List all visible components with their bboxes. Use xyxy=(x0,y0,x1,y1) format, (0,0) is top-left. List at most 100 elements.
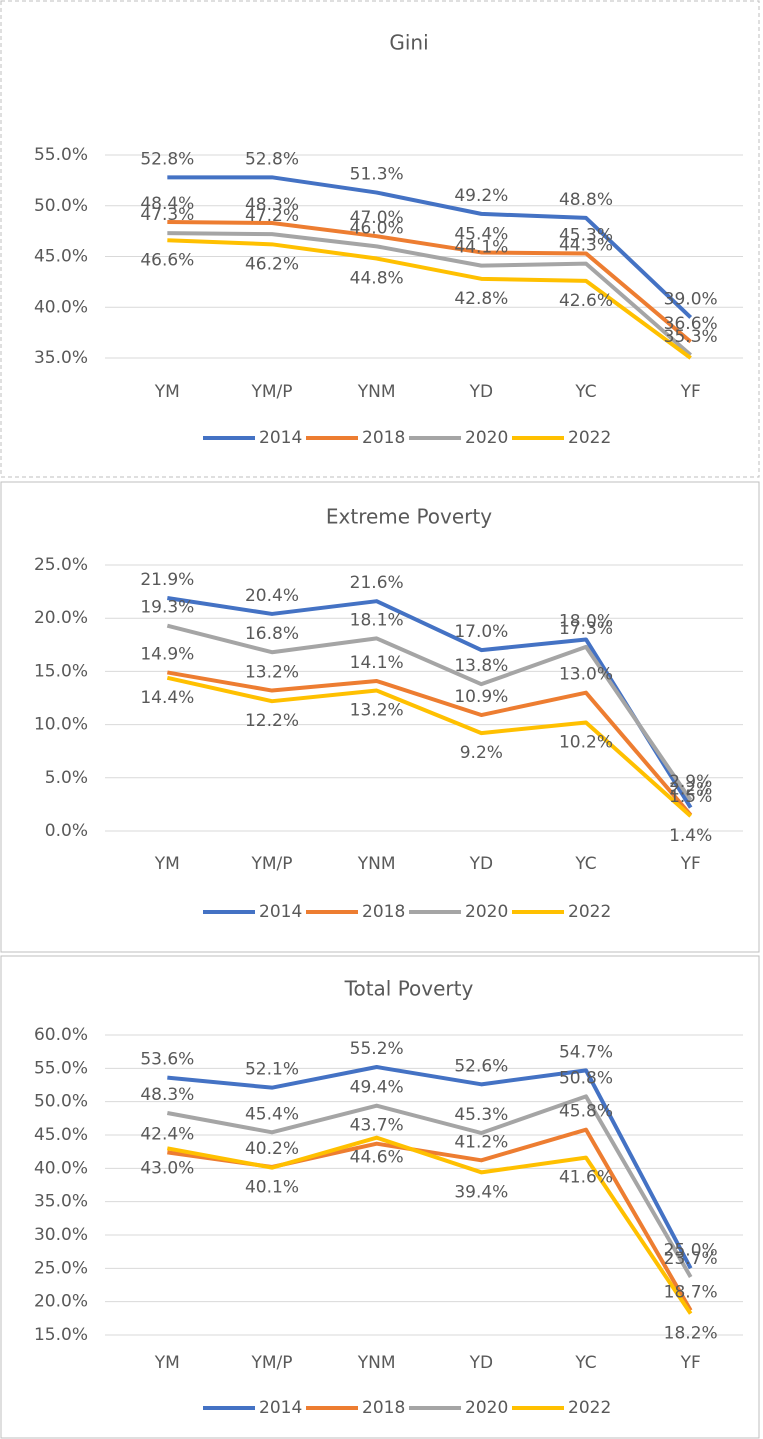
x-tick-label: YM xyxy=(154,382,180,402)
y-tick-label: 50.0% xyxy=(34,1092,88,1112)
data-label: 47.3% xyxy=(140,205,194,225)
series-line xyxy=(167,231,692,357)
panel-border xyxy=(0,481,760,953)
legend-label: 2014 xyxy=(259,902,302,922)
data-label: 12.2% xyxy=(245,711,299,731)
data-label: 13.2% xyxy=(245,663,299,683)
data-label: 13.0% xyxy=(559,665,613,685)
data-label: 45.3% xyxy=(559,225,613,245)
data-label: 25.0% xyxy=(664,1240,718,1260)
data-label: 9.2% xyxy=(460,743,503,763)
series-line xyxy=(166,1135,693,1315)
data-label: 39.4% xyxy=(454,1182,508,1202)
y-tick-label: 55.0% xyxy=(34,145,88,165)
data-label: 43.7% xyxy=(350,1116,404,1136)
legend-label: 2022 xyxy=(568,902,611,922)
data-label: 18.7% xyxy=(664,1282,718,1302)
y-tick-label: 15.0% xyxy=(34,661,88,681)
data-label: 48.8% xyxy=(559,190,613,210)
data-label: 41.2% xyxy=(454,1132,508,1152)
data-label: 16.8% xyxy=(245,624,299,644)
data-label: 40.1% xyxy=(245,1178,299,1198)
data-label: 17.3% xyxy=(559,619,613,639)
y-tick-label: 35.0% xyxy=(34,1192,88,1212)
y-tick-label: 5.0% xyxy=(45,768,88,788)
legend-label: 2018 xyxy=(362,428,405,448)
data-label: 10.9% xyxy=(454,687,508,707)
y-tick-label: 0.0% xyxy=(45,821,88,841)
series-line xyxy=(166,623,693,802)
x-tick-label: YNM xyxy=(357,1353,396,1373)
legend-label: 2022 xyxy=(568,428,611,448)
chart-title: Total Poverty xyxy=(344,977,474,1001)
data-label: 35.3% xyxy=(664,327,718,347)
data-label: 2.2% xyxy=(669,780,712,800)
data-label: 51.3% xyxy=(350,165,404,185)
x-tick-label: YD xyxy=(469,1353,493,1373)
data-label: 47.0% xyxy=(350,208,404,228)
x-tick-label: YM/P xyxy=(250,854,292,874)
data-label: 55.2% xyxy=(350,1039,404,1059)
data-label: 42.8% xyxy=(454,289,508,309)
legend-label: 2022 xyxy=(568,1398,611,1418)
data-label: 48.3% xyxy=(140,1085,194,1105)
data-label: 10.2% xyxy=(559,732,613,752)
data-label: 44.8% xyxy=(350,269,404,289)
series-line xyxy=(166,675,693,818)
data-label: 39.0% xyxy=(664,289,718,309)
y-tick-label: 60.0% xyxy=(34,1025,88,1045)
data-label: 17.0% xyxy=(454,622,508,642)
data-label: 2.9% xyxy=(669,772,712,792)
series-line xyxy=(167,596,693,809)
data-label: 52.6% xyxy=(454,1056,508,1076)
data-label: 21.6% xyxy=(350,573,404,593)
data-label: 45.4% xyxy=(454,224,508,244)
x-tick-label: YF xyxy=(680,382,701,402)
data-label: 14.4% xyxy=(140,688,194,708)
legend-label: 2018 xyxy=(362,902,405,922)
data-label: 19.3% xyxy=(140,598,194,618)
data-label: 41.6% xyxy=(559,1168,613,1188)
y-tick-label: 35.0% xyxy=(34,348,88,368)
data-label: 52.8% xyxy=(140,149,194,169)
y-tick-label: 25.0% xyxy=(34,555,88,575)
data-label: 18.0% xyxy=(559,611,613,631)
x-tick-label: YM/P xyxy=(250,1353,292,1373)
data-label: 21.9% xyxy=(140,570,194,590)
data-label: 49.4% xyxy=(350,1078,404,1098)
data-label: 53.6% xyxy=(140,1050,194,1070)
y-tick-label: 50.0% xyxy=(34,196,88,216)
data-label: 23.7% xyxy=(664,1249,718,1269)
x-tick-label: YNM xyxy=(357,382,396,402)
data-label: 44.6% xyxy=(350,1148,404,1168)
panel-border xyxy=(0,955,760,1439)
y-tick-label: 40.0% xyxy=(34,1158,88,1178)
data-label: 13.2% xyxy=(350,701,404,721)
data-label: 45.8% xyxy=(559,1102,613,1122)
x-tick-label: YD xyxy=(469,854,493,874)
y-tick-label: 25.0% xyxy=(34,1258,88,1278)
y-tick-label: 10.0% xyxy=(34,715,88,735)
series-line xyxy=(166,670,693,817)
data-label: 18.2% xyxy=(664,1324,718,1344)
x-tick-label: YF xyxy=(680,1353,701,1373)
x-tick-label: YD xyxy=(469,382,493,402)
data-label: 43.0% xyxy=(140,1158,194,1178)
data-label: 14.1% xyxy=(350,653,404,673)
series-line xyxy=(167,175,693,319)
data-label: 54.7% xyxy=(559,1042,613,1062)
data-label: 14.9% xyxy=(140,644,194,664)
data-label: 20.4% xyxy=(245,586,299,606)
data-label: 45.3% xyxy=(454,1105,508,1125)
legend-label: 2020 xyxy=(465,1398,508,1418)
series-line xyxy=(166,1094,693,1279)
chart-title: Gini xyxy=(389,31,428,55)
data-label: 48.3% xyxy=(245,195,299,215)
y-tick-label: 45.0% xyxy=(34,247,88,267)
data-label: 36.6% xyxy=(664,314,718,334)
series-line xyxy=(167,238,692,360)
x-tick-label: YF xyxy=(680,854,701,874)
data-label: 48.4% xyxy=(140,194,194,214)
legend-label: 2018 xyxy=(362,1398,405,1418)
